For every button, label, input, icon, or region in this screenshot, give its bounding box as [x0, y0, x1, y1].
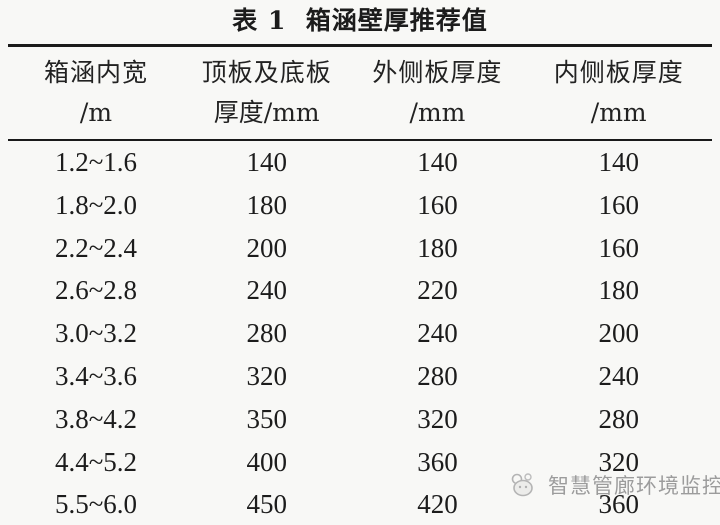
width-range-cell: 3.4~3.6 [54, 360, 138, 391]
culvert-thickness-table: 箱涵内宽 /m 顶板及底板 厚度/mm 外侧板厚度 /mm 内侧板厚度 /mm … [8, 44, 712, 525]
table-row: 5.5~6.0 450 420 360 [8, 483, 712, 525]
table-row: 1.8~2.0 180 160 160 [8, 184, 712, 227]
thickness-value-cell: 240 [598, 360, 639, 391]
thickness-value-cell: 220 [417, 275, 458, 306]
width-range-cell: 1.8~2.0 [54, 189, 138, 220]
header-unit: /mm [590, 98, 647, 127]
column-header-top-bottom-plate: 顶板及底板 厚度/mm [184, 46, 349, 141]
header-row: 箱涵内宽 /m 顶板及底板 厚度/mm 外侧板厚度 /mm 内侧板厚度 /mm [8, 46, 712, 141]
thickness-value-cell: 320 [417, 403, 458, 434]
width-range-cell: 2.6~2.8 [54, 275, 138, 306]
thickness-value-cell: 180 [246, 189, 287, 220]
column-header-inner-plate: 内侧板厚度 /mm [525, 46, 712, 141]
thickness-value-cell: 240 [246, 275, 287, 306]
thickness-value-cell: 280 [246, 318, 287, 349]
table-row: 4.4~5.2 400 360 320 [8, 441, 712, 484]
thickness-value-cell: 360 [598, 489, 639, 520]
table-title: 表 1 箱涵壁厚推荐值 [232, 6, 488, 35]
table-row: 3.0~3.2 280 240 200 [8, 312, 712, 355]
header-label: 顶板及底板 [201, 58, 332, 87]
header-label: 箱涵内宽 [43, 58, 148, 87]
thickness-value-cell: 160 [598, 189, 639, 220]
column-header-outer-plate: 外侧板厚度 /mm [349, 46, 525, 141]
table-body: 1.2~1.6 140 140 140 1.8~2.0 180 160 160 2.2~2.4 2… [8, 140, 712, 525]
thickness-value-cell: 140 [246, 147, 287, 177]
width-range-cell: 4.4~5.2 [54, 446, 138, 477]
thickness-value-cell: 160 [417, 189, 458, 220]
table-row: 3.8~4.2 350 320 280 [8, 398, 712, 441]
thickness-value-cell: 280 [598, 403, 639, 434]
table-row: 1.2~1.6 140 140 140 [8, 140, 712, 184]
thickness-value-cell: 180 [598, 275, 639, 306]
table-header: 箱涵内宽 /m 顶板及底板 厚度/mm 外侧板厚度 /mm 内侧板厚度 /mm [8, 46, 712, 141]
thickness-value-cell: 350 [246, 403, 287, 434]
header-unit: /mm [409, 98, 466, 127]
width-range-cell: 2.2~2.4 [54, 232, 138, 263]
width-range-cell: 5.5~6.0 [54, 489, 138, 520]
header-unit: 厚度/mm [213, 98, 320, 127]
thickness-value-cell: 140 [598, 147, 639, 177]
width-range-cell: 3.8~4.2 [54, 403, 138, 434]
table-row: 2.6~2.8 240 220 180 [8, 269, 712, 312]
thickness-value-cell: 400 [246, 446, 287, 477]
thickness-value-cell: 200 [598, 318, 639, 349]
table-row: 3.4~3.6 320 280 240 [8, 355, 712, 398]
thickness-value-cell: 360 [417, 446, 458, 477]
header-unit: /m [79, 98, 113, 127]
thickness-value-cell: 420 [417, 489, 458, 520]
column-header-inner-width: 箱涵内宽 /m [8, 46, 184, 141]
thickness-value-cell: 320 [246, 360, 287, 391]
thickness-value-cell: 180 [417, 232, 458, 263]
thickness-value-cell: 140 [417, 147, 458, 177]
thickness-value-cell: 240 [417, 318, 458, 349]
thickness-value-cell: 200 [246, 232, 287, 263]
header-label: 外侧板厚度 [372, 58, 503, 87]
header-label: 内侧板厚度 [553, 58, 684, 87]
thickness-value-cell: 450 [246, 489, 287, 520]
thickness-value-cell: 280 [417, 360, 458, 391]
table-row: 2.2~2.4 200 180 160 [8, 227, 712, 270]
width-range-cell: 3.0~3.2 [54, 318, 138, 349]
width-range-cell: 1.2~1.6 [54, 147, 138, 177]
thickness-value-cell: 160 [598, 232, 639, 263]
thickness-value-cell: 320 [598, 446, 639, 477]
